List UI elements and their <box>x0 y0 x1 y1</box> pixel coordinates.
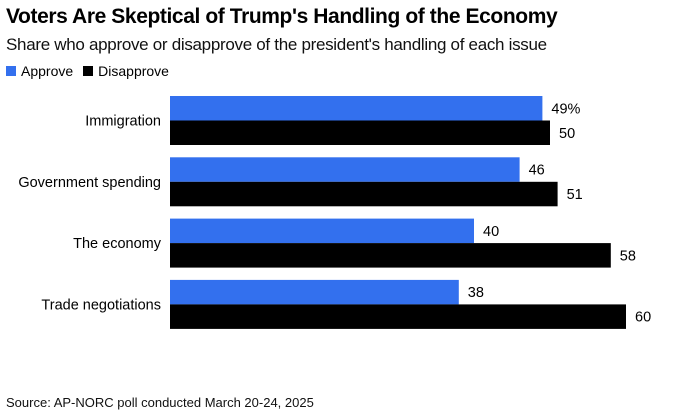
legend-label-disapprove: Disapprove <box>98 63 169 79</box>
legend-swatch-approve <box>6 66 16 76</box>
chart-subtitle: Share who approve or disapprove of the p… <box>6 35 547 54</box>
bar-approve-the-economy <box>170 218 474 244</box>
bar-disapprove-government-spending <box>170 181 558 207</box>
legend-item-disapprove: Disapprove <box>83 63 169 79</box>
category-label-immigration: Immigration <box>85 114 161 130</box>
chart-title: Voters Are Skeptical of Trump's Handling… <box>6 5 558 28</box>
data-label-approve-immigration: 49% <box>551 101 580 117</box>
data-label-approve-trade-negotiations: 38 <box>468 285 484 301</box>
source-note: Source: AP-NORC poll conducted March 20-… <box>6 395 314 410</box>
legend-label-approve: Approve <box>21 63 74 79</box>
category-label-the-economy: The economy <box>73 236 162 252</box>
data-label-disapprove-government-spending: 51 <box>567 187 583 203</box>
bar-approve-immigration <box>170 96 543 121</box>
bar-disapprove-the-economy <box>170 243 611 268</box>
data-label-disapprove-the-economy: 58 <box>620 248 636 264</box>
legend: Approve Disapprove <box>6 63 179 79</box>
data-label-disapprove-immigration: 50 <box>559 126 575 142</box>
bar-approve-trade-negotiations <box>170 279 459 305</box>
data-label-disapprove-trade-negotiations: 60 <box>635 310 651 326</box>
bar-disapprove-trade-negotiations <box>170 304 626 329</box>
data-label-approve-government-spending: 46 <box>529 163 545 179</box>
category-label-government-spending: Government spending <box>18 175 161 191</box>
bar-approve-government-spending <box>170 157 520 182</box>
data-label-approve-the-economy: 40 <box>483 224 499 240</box>
bar-disapprove-immigration <box>170 120 550 145</box>
legend-swatch-disapprove <box>83 66 94 76</box>
category-label-trade-negotiations: Trade negotiations <box>41 297 161 313</box>
legend-item-approve: Approve <box>6 63 73 79</box>
